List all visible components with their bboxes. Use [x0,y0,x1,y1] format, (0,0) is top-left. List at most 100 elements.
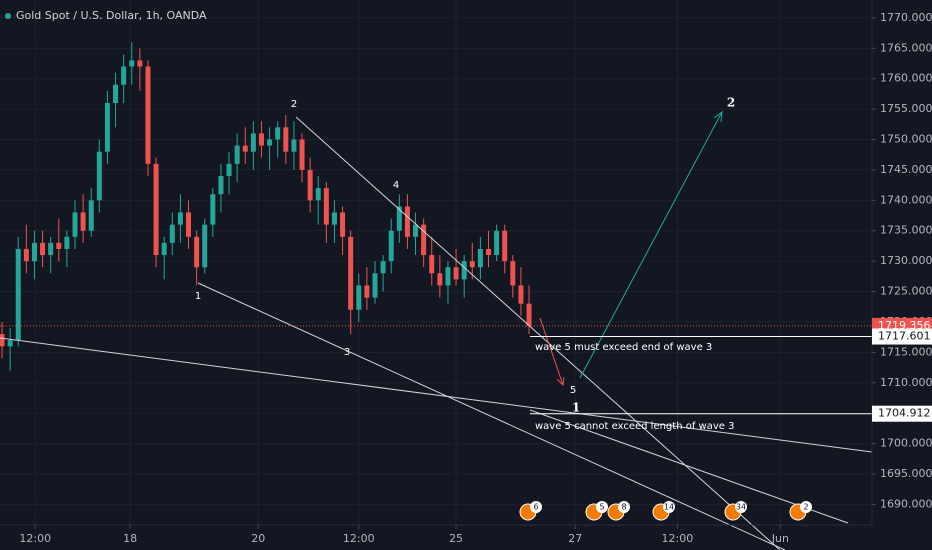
event-count-bg [618,501,630,513]
trend-line [0,337,873,453]
candle-body [502,230,508,262]
candle-body [80,212,86,231]
arrow-head [713,110,723,123]
candle-body [283,127,289,152]
y-tick-label: 1770.000 [880,11,932,24]
y-tick-label: 1725.000 [880,285,932,298]
x-tick-label: 12:00 [343,532,375,545]
candle-body [340,212,346,237]
event-count-bg [596,501,608,513]
event-count: 14 [664,503,674,512]
candle-body [137,60,143,67]
candle-body [153,163,159,256]
event-count: 5 [599,503,604,512]
candle-body [234,145,240,164]
wave-label: 3 [344,347,350,358]
event-count-bg [735,501,747,513]
candle-body [437,273,443,286]
arrow-head [556,376,565,387]
candle-body [421,224,427,256]
candle-body [356,285,362,310]
candle-body [323,188,329,225]
y-tick-label: 1745.000 [880,163,932,176]
candle-body [429,255,435,274]
annotation: wave 5 cannot exceed length of wave 3 [535,421,734,432]
wave-label: 4 [393,180,399,191]
candle-body [258,133,264,146]
candle-body [494,230,500,256]
status-dot [5,13,11,19]
candle-body [364,285,370,298]
y-tick-label: 1710.000 [880,376,932,389]
event-count: 6 [533,503,538,512]
price-line-box [872,328,932,345]
candle-body [31,242,37,262]
candle-body [64,236,70,249]
event-count: 8 [621,503,626,512]
x-tick-label: 18 [123,532,137,545]
candle-body [161,242,167,256]
candle-body [15,248,21,341]
candle-body [413,224,419,237]
trend-line [197,282,786,550]
candle-body [331,212,337,225]
y-tick-label: 1755.000 [880,102,932,115]
candle-body [250,133,256,152]
events: 6 5 8 14 34 2 [519,501,812,521]
x-tick-label: 25 [449,532,463,545]
candle-body [518,285,524,304]
candle-body [307,169,313,201]
candle-body [348,236,354,310]
candle-body [469,261,475,268]
candle-body [194,236,200,268]
candle-body [526,303,532,326]
overlay [0,325,872,415]
y-tick-label: 1730.000 [880,254,932,267]
wave-label: 1 [195,291,201,302]
candle-body [96,151,102,201]
y-tick-label: 1735.000 [880,224,932,237]
candle-body [145,66,151,164]
candle-body [129,60,135,67]
y-tick-label: 1695.000 [880,467,932,480]
event-count-bg [800,501,812,513]
candle-body [453,267,459,280]
candle-body [169,224,175,243]
candle-body [461,261,467,280]
candle-body [485,248,491,256]
x-tick-label: 27 [568,532,582,545]
candle-body [299,139,305,170]
chart-title: Gold Spot / U.S. Dollar, 1h, OANDA [16,9,207,22]
y-tick-label: 1740.000 [880,193,932,206]
x-tick-label: Jun [771,532,789,545]
drawings [0,110,873,550]
candle-body [291,139,297,152]
candle-body [23,248,29,262]
candle-body [396,206,402,231]
y-tick-label: 1690.000 [880,497,932,510]
candles [0,42,532,371]
candle-body [40,242,46,256]
event-count-bg [663,501,675,513]
trend-line [295,116,781,550]
price-line-label: 1704.912 [878,407,931,420]
annotation: wave 5 must exceed end of wave 3 [535,342,712,353]
candle-body [177,212,183,225]
x-tick-label: 20 [251,532,265,545]
candle-body [88,200,94,231]
candle-body [210,194,216,225]
wave-label: 1 [572,401,580,415]
candle-body [72,212,78,237]
price-line-box [872,405,932,422]
candle-body [510,261,516,286]
y-tick-label: 1715.000 [880,345,932,358]
candle-body [121,66,127,85]
wave-labels: 1 2 3 4 5 1 2 [195,96,735,415]
event-count: 34 [736,503,746,512]
y-tick-label: 1760.000 [880,72,932,85]
candle-body [477,248,483,268]
wave-label: 2 [727,96,735,110]
candle-body [0,334,5,347]
